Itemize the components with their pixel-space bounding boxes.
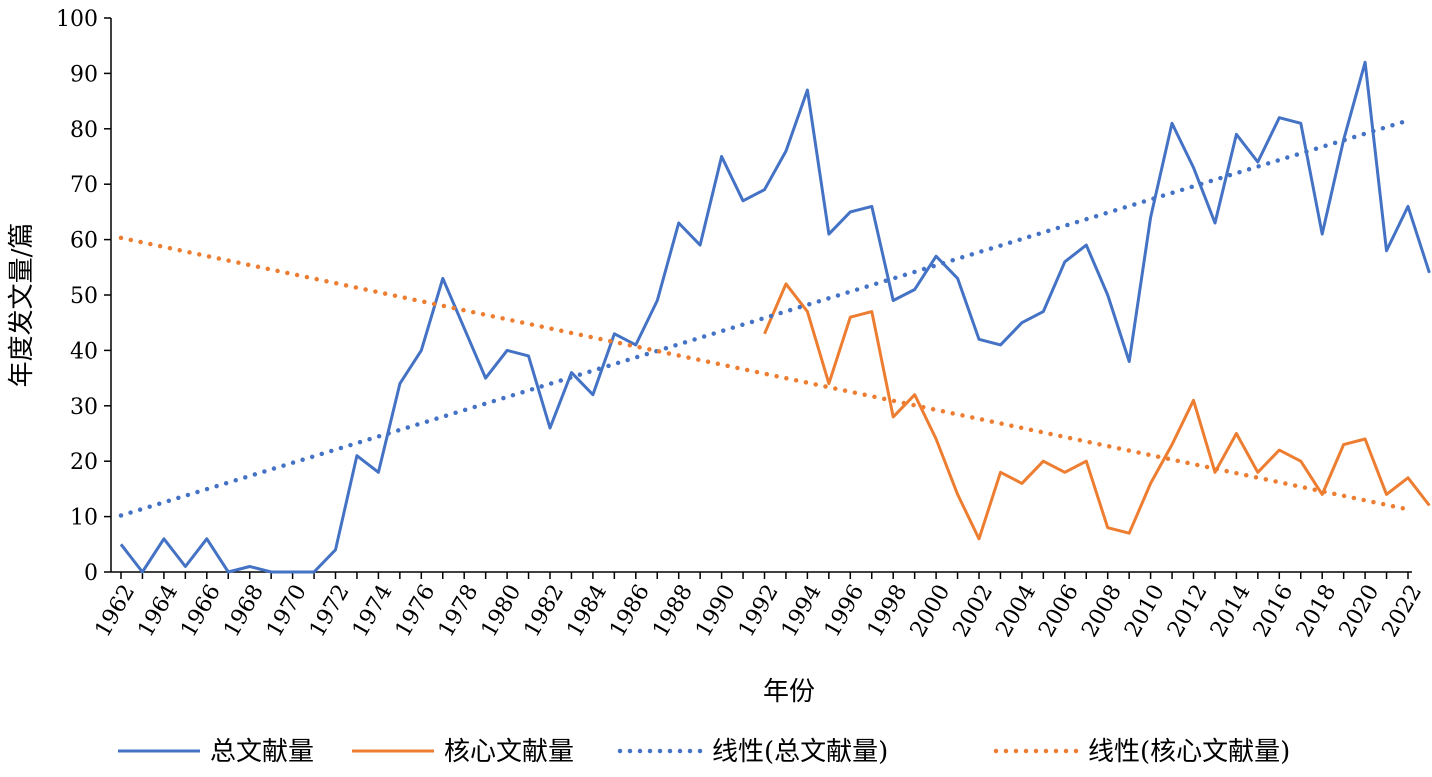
x-tick-label: 2010 (1120, 581, 1170, 642)
x-tick-label: 2022 (1378, 581, 1428, 642)
series-layer (118, 60, 1431, 574)
x-tick-label: 2012 (1163, 581, 1213, 642)
y-tick-label: 60 (70, 229, 98, 254)
y-tick-label: 0 (84, 561, 98, 586)
x-tick-label: 1996 (820, 581, 870, 642)
x-tick-label: 2000 (906, 581, 956, 642)
x-tick-label: 1968 (219, 581, 269, 642)
x-tick-label: 2014 (1206, 581, 1256, 642)
series-line-0 (119, 60, 1431, 574)
x-tick-label: 1984 (562, 581, 612, 642)
x-tick-label: 2016 (1249, 581, 1299, 642)
x-tick-label: 1994 (777, 581, 827, 642)
y-tick-label: 80 (70, 118, 98, 143)
y-tick-label: 50 (70, 284, 98, 309)
legend-label-2: 线性(总文献量) (712, 737, 888, 767)
x-tick-label: 1992 (734, 581, 784, 642)
legend: 总文献量 核心文献量 线性(总文献量) 线性(核心文献量) (118, 737, 1290, 767)
x-axis-title: 年份 (763, 677, 815, 707)
x-tick-label: 1998 (863, 581, 913, 642)
y-tick-label: 70 (70, 173, 98, 198)
y-tick-label: 10 (70, 506, 98, 531)
legend-label-1: 核心文献量 (444, 737, 574, 767)
x-tick-label: 1964 (133, 581, 183, 642)
series-line-1 (763, 282, 1431, 541)
legend-label-0: 总文献量 (210, 737, 314, 767)
y-tick-label: 100 (56, 7, 98, 32)
x-tick-label: 2020 (1335, 581, 1385, 642)
x-tick-label: 1986 (605, 581, 655, 642)
x-tick-label: 1988 (648, 581, 698, 642)
x-tick-label: 2002 (949, 581, 999, 642)
x-tick-label: 1974 (348, 581, 398, 642)
x-axis: 1962196419661968197019721974197619781980… (91, 571, 1428, 642)
x-tick-label: 2004 (991, 581, 1041, 642)
y-axis-title: 年度发文量/篇 (7, 223, 37, 388)
y-tick-label: 90 (70, 62, 98, 87)
x-tick-label: 2006 (1034, 581, 1084, 642)
y-tick-label: 30 (70, 395, 98, 420)
x-tick-label: 1978 (434, 581, 484, 642)
x-tick-label: 1990 (691, 581, 741, 642)
x-tick-label: 2018 (1292, 581, 1342, 642)
legend-label-3: 线性(核心文献量) (1088, 737, 1290, 767)
x-tick-label: 1980 (477, 581, 527, 642)
y-axis: 0 10 20 30 40 50 60 70 80 90 100 (56, 7, 112, 586)
x-tick-label: 2008 (1077, 581, 1127, 642)
x-tick-label: 1962 (91, 581, 141, 642)
series-line-3 (118, 235, 1411, 512)
x-tick-label: 1972 (305, 581, 355, 642)
x-tick-label: 1966 (176, 581, 226, 642)
y-tick-label: 40 (70, 339, 98, 364)
y-tick-label: 20 (70, 450, 98, 475)
series-line-2 (118, 118, 1411, 518)
x-tick-label: 1976 (391, 581, 441, 642)
x-tick-label: 1982 (520, 581, 570, 642)
x-tick-label: 1970 (262, 581, 312, 642)
